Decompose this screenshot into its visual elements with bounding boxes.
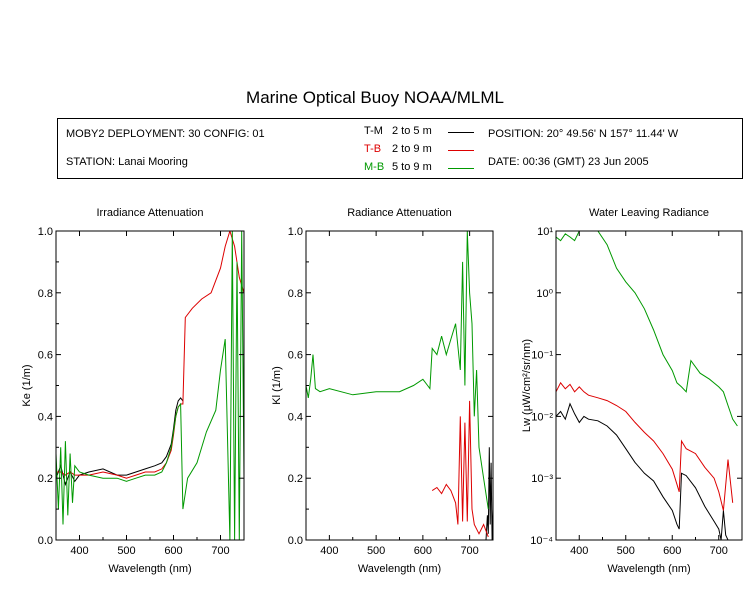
panel2-ytick-label: 0.4 xyxy=(288,411,303,423)
panel1-ylabel: Ke (1/m) xyxy=(21,364,33,406)
panel2-series-t-m xyxy=(485,447,493,540)
panel2-xtick-label: 400 xyxy=(320,545,338,557)
legend-line-tm xyxy=(448,132,474,133)
panel2-ytick-label: 0.6 xyxy=(288,350,303,362)
panel1-ytick-label: 0.6 xyxy=(38,350,53,362)
panel3-xtick-label: 700 xyxy=(710,545,728,557)
panel3-ylabel: Lw (µW/cm²/sr/nm) xyxy=(521,339,533,432)
legend-code-tm: T-M xyxy=(364,125,383,137)
legend-code-mb: M-B xyxy=(364,161,385,173)
panel1-ytick-label: 0.8 xyxy=(38,288,53,300)
panel3-series-m-b xyxy=(556,231,738,427)
panel2-xlabel: Wavelength (nm) xyxy=(358,563,441,575)
panel3-ytick-label: 10⁻¹ xyxy=(531,350,553,362)
panel2-xtick-label: 500 xyxy=(367,545,385,557)
panel1-ytick-label: 1.0 xyxy=(38,226,53,238)
panel3-series-t-m xyxy=(556,402,729,540)
date-text: DATE: 00:36 (GMT) 23 Jun 2005 xyxy=(488,156,649,168)
station-text: STATION: Lanai Mooring xyxy=(66,156,188,168)
panel3-ytick-label: 10⁰ xyxy=(536,288,553,300)
legend-code-tb: T-B xyxy=(364,143,382,155)
legend-range-tb: 2 to 9 m xyxy=(392,143,432,155)
panel2-ytick-label: 1.0 xyxy=(288,226,303,238)
panel3-ytick-label: 10⁻³ xyxy=(531,473,553,485)
panel3-series-t-b xyxy=(556,381,734,511)
panel3-xtick-label: 400 xyxy=(570,545,588,557)
panel1-ytick-label: 0.2 xyxy=(38,473,53,485)
panel1-series-t-m xyxy=(56,397,184,487)
legend-line-tb xyxy=(448,150,474,151)
panel1-ytick-label: 0.4 xyxy=(38,411,53,423)
panel3-ytick-label: 10⁻⁴ xyxy=(530,535,553,547)
panel2-ytick-label: 0.2 xyxy=(288,473,303,485)
panel1-title: Irradiance Attenuation xyxy=(96,207,203,219)
panel3-frame xyxy=(555,230,743,541)
deployment-text: MOBY2 DEPLOYMENT: 30 CONFIG: 01 xyxy=(66,128,265,140)
panel1-xtick-label: 700 xyxy=(211,545,229,557)
panel1-xtick-label: 400 xyxy=(70,545,88,557)
panel1-series-t-b xyxy=(56,231,244,479)
chart-main-title: Marine Optical Buoy NOAA/MLML xyxy=(246,88,504,107)
panel3-ytick-label: 10¹ xyxy=(537,226,553,238)
panel3-xlabel: Wavelength (nm) xyxy=(607,563,690,575)
legend-range-tm: 2 to 5 m xyxy=(392,125,432,137)
panel1-ytick-label: 0.0 xyxy=(38,535,53,547)
panel1-xlabel: Wavelength (nm) xyxy=(108,563,191,575)
panel3-ytick-label: 10⁻² xyxy=(531,411,553,423)
panel1-xtick-label: 600 xyxy=(164,545,182,557)
legend-range-mb: 5 to 9 m xyxy=(392,161,432,173)
panel2-series-t-b xyxy=(431,400,489,538)
panel2-title: Radiance Attenuation xyxy=(347,207,452,219)
panel2-xtick-label: 700 xyxy=(460,545,478,557)
panel2-ytick-label: 0.0 xyxy=(288,535,303,547)
panel3-title: Water Leaving Radiance xyxy=(589,207,709,219)
panel1-frame xyxy=(55,230,245,541)
panel3-xtick-label: 500 xyxy=(617,545,635,557)
panel1-series-m-b xyxy=(56,231,244,540)
info-box: MOBY2 DEPLOYMENT: 30 CONFIG: 01 STATION:… xyxy=(57,118,743,179)
panel2-ylabel: Kl (1/m) xyxy=(271,366,283,405)
panel2-xtick-label: 600 xyxy=(414,545,432,557)
panel2-ytick-label: 0.8 xyxy=(288,288,303,300)
panel1-xtick-label: 500 xyxy=(117,545,135,557)
legend-line-mb xyxy=(448,168,474,169)
position-text: POSITION: 20° 49.56' N 157° 11.44' W xyxy=(488,128,679,140)
panel3-xtick-label: 600 xyxy=(663,545,681,557)
panel2-series-m-b xyxy=(306,231,489,510)
